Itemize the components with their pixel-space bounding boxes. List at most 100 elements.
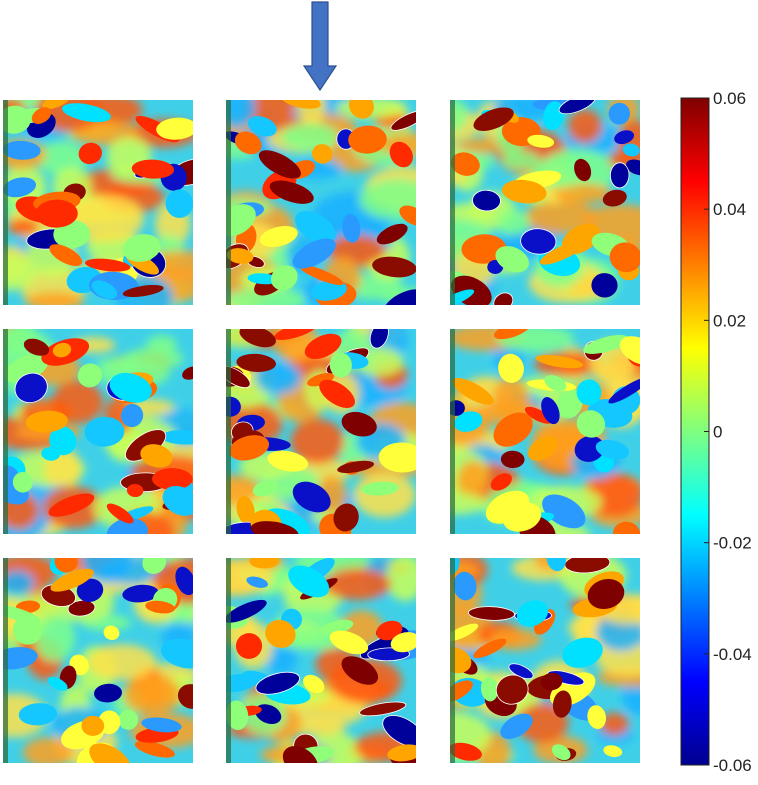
field-blob [106, 503, 134, 524]
field-blob [372, 256, 416, 278]
field-blob [281, 122, 339, 152]
field-blob [273, 329, 318, 340]
field-blob [552, 690, 572, 718]
field-blob [348, 100, 374, 119]
field-blob [3, 177, 37, 198]
field-blob [91, 280, 118, 299]
field-blob [556, 388, 583, 419]
field-blob [495, 246, 529, 273]
field-blob [234, 131, 262, 155]
field-blob [450, 742, 482, 761]
panel-edge [450, 558, 455, 763]
field-blob [452, 377, 494, 405]
field-blob [574, 158, 592, 182]
field-blob [587, 578, 625, 610]
field-blob [382, 715, 416, 747]
field-blob [265, 619, 296, 648]
field-blob [516, 600, 549, 627]
field-blob [35, 199, 78, 228]
field-blob [103, 625, 120, 641]
field-blob [47, 676, 68, 691]
field-blob [502, 502, 542, 532]
field-blob [76, 578, 104, 602]
field-blob [303, 674, 325, 694]
field-blob [490, 473, 512, 491]
field-blob [137, 679, 172, 707]
field-blob [546, 558, 567, 572]
field-blob [544, 375, 567, 392]
field-blob [270, 265, 298, 291]
field-blob [609, 242, 640, 273]
field-blob [131, 159, 175, 179]
field-blob [54, 558, 78, 573]
field-blob [12, 614, 43, 645]
field-blob [292, 238, 336, 269]
field-blob [226, 474, 260, 505]
field-blob [329, 352, 352, 378]
colorbar-tick-label: 0 [713, 423, 722, 442]
field-blob [493, 292, 514, 305]
field-blob [3, 570, 35, 596]
field-blob [3, 140, 41, 160]
field-blob [450, 152, 480, 176]
field-blob [307, 372, 335, 387]
field-blob [495, 674, 529, 705]
heatmap-panel-r2-c2 [450, 558, 640, 763]
field-blob [539, 241, 585, 265]
field-blob [25, 410, 68, 433]
field-blob [292, 481, 331, 513]
field-blob [498, 353, 524, 383]
field-blob [226, 599, 267, 623]
field-blob [258, 150, 301, 179]
heatmap-panel-r2-c1 [226, 558, 416, 763]
field-blob [376, 223, 408, 245]
field-blob [52, 342, 72, 358]
field-blob [269, 180, 314, 204]
field-blob [472, 189, 501, 212]
field-blob [473, 107, 514, 131]
heatmap-panel-r0-c1 [226, 100, 416, 305]
down-arrow-icon [302, 1, 338, 92]
field-blob [359, 178, 416, 221]
field-blob [84, 416, 125, 447]
field-blob [341, 656, 379, 685]
heatmap-panel-r1-c0 [3, 329, 193, 534]
field-blob [540, 672, 563, 691]
panel-edge [3, 100, 8, 305]
field-blob [141, 717, 182, 733]
field-blob [165, 189, 193, 218]
field-blob [226, 248, 254, 264]
field-blob [535, 354, 584, 369]
field-blob [122, 584, 159, 603]
field-blob [259, 225, 298, 248]
field-blob [34, 614, 75, 662]
field-blob [247, 273, 279, 285]
field-blob [227, 287, 306, 305]
field-blob [376, 620, 403, 641]
field-blob [126, 483, 144, 498]
field-blob [359, 701, 407, 717]
field-blob [602, 189, 627, 207]
field-blob [134, 740, 175, 758]
field-blob [378, 442, 416, 473]
colorbar-tick-label: -0.06 [713, 756, 752, 775]
field-blob [382, 289, 416, 305]
field-blob [94, 683, 122, 703]
field-blob [36, 141, 88, 176]
field-blob [106, 518, 148, 534]
heatmap-panel-r0-c2 [450, 100, 640, 305]
field-blob [626, 159, 640, 176]
field-blob [389, 141, 413, 168]
field-blob [122, 284, 164, 298]
field-blob [252, 480, 278, 497]
field-blob [24, 292, 85, 305]
field-blob [175, 566, 193, 596]
field-blob [454, 411, 483, 432]
field-blob [182, 366, 193, 380]
field-blob [608, 102, 631, 125]
field-blob [567, 109, 603, 144]
field-blob [229, 435, 270, 461]
panel-edge [226, 558, 231, 763]
field-blob [14, 372, 48, 404]
panel-edge [226, 329, 231, 534]
